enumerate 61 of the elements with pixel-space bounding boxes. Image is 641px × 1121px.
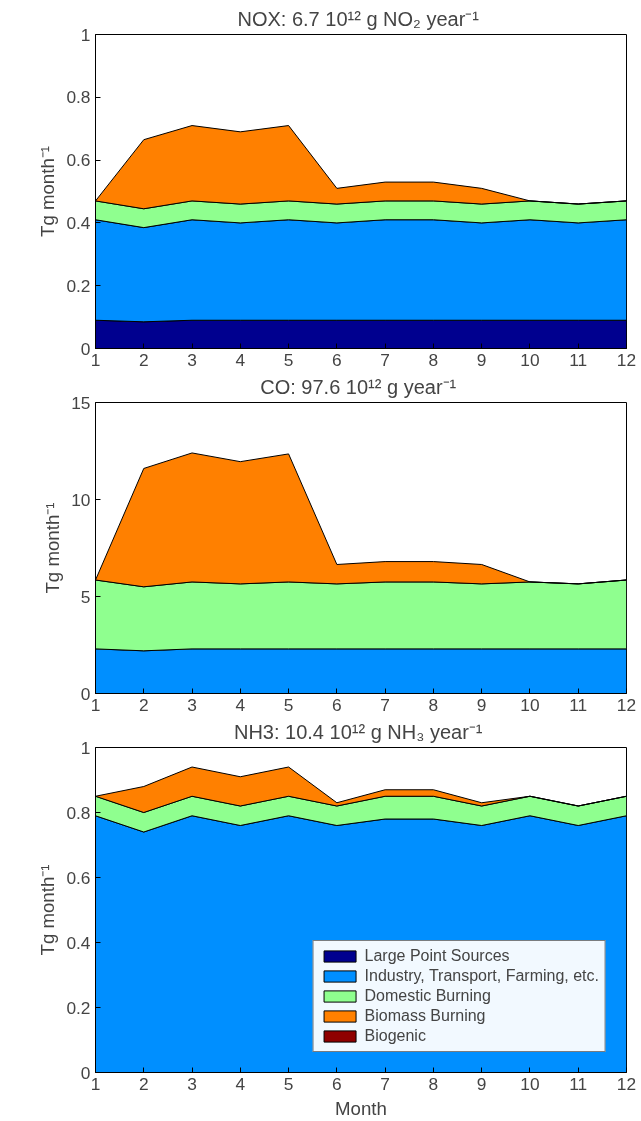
x-tick-label: 4 <box>235 349 246 370</box>
x-tick-label: 10 <box>520 694 540 715</box>
x-tick-label: 2 <box>138 694 149 715</box>
x-tick-label: 12 <box>616 1073 637 1094</box>
legend-label: Industry, Transport, Farming, etc. <box>364 967 599 985</box>
y-tick-label: 0.4 <box>66 212 91 233</box>
x-tick-label: 5 <box>283 1073 294 1094</box>
x-tick-label: 4 <box>235 694 246 715</box>
x-tick-label: 8 <box>428 694 439 715</box>
x-tick-label: 8 <box>428 1073 439 1094</box>
chart-title: CO: 97.6 10¹² g year⁻¹ <box>260 375 457 398</box>
x-tick-label: 6 <box>332 694 342 715</box>
legend-label: Biogenic <box>364 1027 426 1045</box>
x-tick-label: 5 <box>283 694 294 715</box>
x-tick-label: 6 <box>332 1073 342 1094</box>
y-tick-label: 0 <box>80 683 91 704</box>
x-tick-label: 8 <box>428 349 439 370</box>
y-tick-label: 0 <box>80 1062 91 1083</box>
x-tick-label: 4 <box>235 1073 246 1094</box>
x-tick-label: 3 <box>187 694 197 715</box>
x-tick-label: 2 <box>138 349 149 370</box>
x-tick-label: 10 <box>520 1073 540 1094</box>
x-tick-label: 9 <box>476 694 487 715</box>
x-tick-label: 9 <box>476 1073 487 1094</box>
x-tick-label: 3 <box>187 349 197 370</box>
y-tick-label: 5 <box>80 586 91 607</box>
y-tick-label: 15 <box>71 392 91 413</box>
y-tick-label: 1 <box>80 737 91 758</box>
x-tick-label: 5 <box>283 349 294 370</box>
x-tick-label: 12 <box>616 694 637 715</box>
x-tick-label: 10 <box>520 349 540 370</box>
legend-label: Large Point Sources <box>364 947 510 965</box>
y-tick-label: 10 <box>71 489 91 510</box>
y-axis-title: Tg month⁻¹ <box>37 145 59 238</box>
chart-title: NH3: 10.4 10¹² g NH₃ year⁻¹ <box>233 720 483 743</box>
legend-label: Biomass Burning <box>364 1007 486 1025</box>
y-axis-title: Tg month⁻¹ <box>37 864 59 956</box>
x-tick-label: 7 <box>380 694 390 715</box>
y-tick-label: 0.6 <box>66 867 91 888</box>
x-tick-label: 6 <box>332 349 342 370</box>
x-tick-label: 11 <box>569 1073 588 1094</box>
x-tick-label: 11 <box>569 349 588 370</box>
chart-title: NOX: 6.7 10¹² g NO₂ year⁻¹ <box>237 7 480 30</box>
y-tick-label: 0 <box>80 338 91 359</box>
x-tick-label: 7 <box>380 349 390 370</box>
x-tick-label: 9 <box>476 349 487 370</box>
y-tick-label: 0.8 <box>66 87 91 108</box>
y-tick-label: 1 <box>80 24 91 45</box>
x-tick-label: 2 <box>138 1073 149 1094</box>
y-tick-label: 0.6 <box>66 150 91 171</box>
legend-label: Domestic Burning <box>364 987 491 1005</box>
y-tick-label: 0.4 <box>66 932 91 953</box>
y-tick-label: 0.8 <box>66 802 91 823</box>
y-tick-label: 0.2 <box>66 997 91 1018</box>
y-tick-label: 0.2 <box>66 275 91 296</box>
x-tick-label: 11 <box>569 694 588 715</box>
x-tick-label: 3 <box>187 1073 197 1094</box>
y-axis-title: Tg month⁻¹ <box>42 502 64 594</box>
x-tick-label: 7 <box>380 1073 390 1094</box>
x-tick-label: 12 <box>616 349 637 370</box>
x-axis-title: Month <box>335 1097 387 1119</box>
